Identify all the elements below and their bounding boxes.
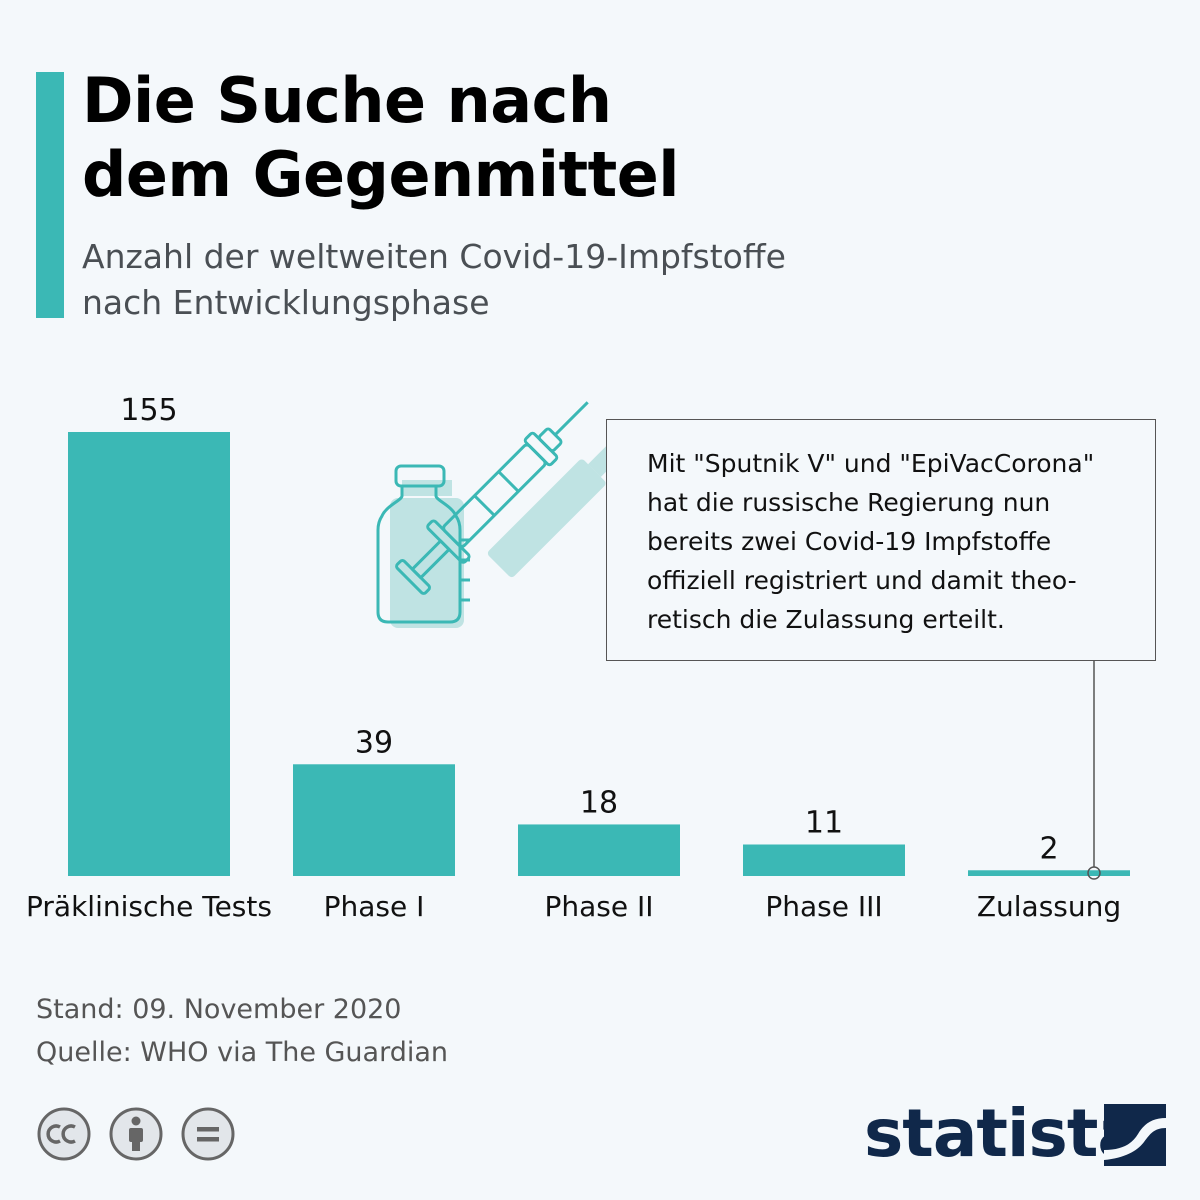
subtitle: Anzahl der weltweiten Covid-19-Impfstoff… [82,234,786,326]
subtitle-line-2: nach Entwicklungsphase [82,283,490,322]
callout-line-2: hat die russische Regierung nun [647,488,1051,517]
category-label-2: Phase II [544,890,653,923]
value-label-2: 18 [580,785,618,820]
attribution-icon[interactable] [109,1107,163,1161]
category-label-3: Phase III [765,890,882,923]
callout-line-1: Mit "Sputnik V" und "EpiVacCorona" [647,449,1095,478]
footer-source: Quelle: WHO via The Guardian [36,1037,449,1068]
page-title: Die Suche nach dem Gegenmittel [82,64,680,212]
callout-line-4: offiziell registriert und damit theo- [647,566,1077,595]
brand-name[interactable]: statista [864,1095,1142,1172]
footer: Stand: 09. November 2020 Quelle: WHO via… [36,988,448,1074]
title-line-2: dem Gegenmittel [82,138,680,211]
vaccine-illustration-icon [376,401,623,628]
bar-4 [968,870,1130,876]
footer-date: Stand: 09. November 2020 [36,994,402,1025]
accent-bar [36,72,64,318]
category-label-0: Präklinische Tests [26,890,272,923]
callout-connector [1087,661,1101,880]
statista-logo-icon[interactable] [1104,1104,1166,1166]
callout-line-5: retisch die Zulassung erteilt. [647,605,1005,634]
cc-icon[interactable] [37,1107,91,1161]
category-label-1: Phase I [324,890,425,923]
callout-box: Mit "Sputnik V" und "EpiVacCorona" hat d… [606,419,1156,661]
title-line-1: Die Suche nach [82,64,612,137]
license-icons [37,1107,235,1161]
bar-3 [743,844,905,876]
value-label-0: 155 [120,393,177,428]
no-derivatives-icon[interactable] [181,1107,235,1161]
value-label-4: 2 [1039,831,1058,866]
bar-2 [518,824,680,876]
bar-1 [293,764,455,876]
value-label-1: 39 [355,725,393,760]
bar-0 [68,432,230,876]
callout-line-3: bereits zwei Covid-19 Impfstoffe [647,527,1052,556]
subtitle-line-1: Anzahl der weltweiten Covid-19-Impfstoff… [82,237,786,276]
category-label-4: Zulassung [977,890,1121,923]
value-label-3: 11 [805,805,843,840]
